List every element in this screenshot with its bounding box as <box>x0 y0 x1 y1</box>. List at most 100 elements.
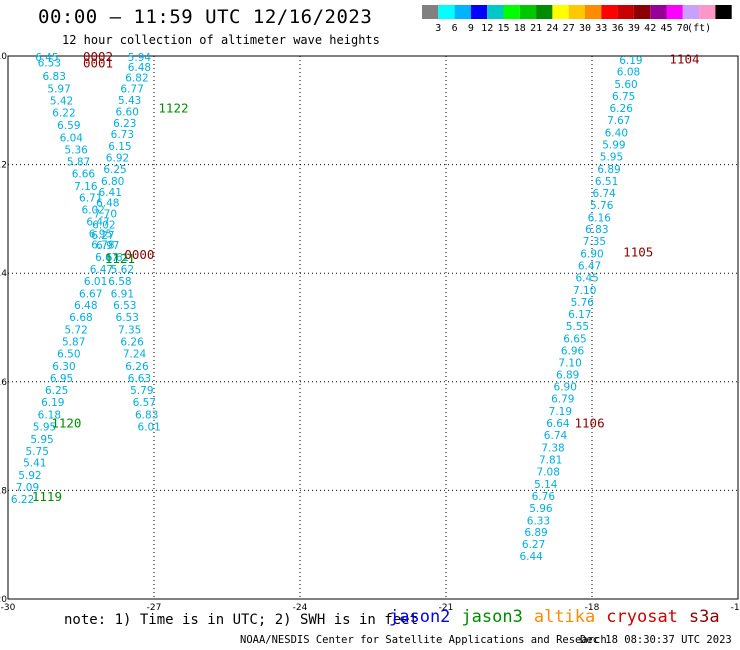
wave-height-value: 6.74 <box>544 430 568 442</box>
wave-height-value: 6.75 <box>612 91 635 103</box>
page-title: 00:00 — 11:59 UTC 12/16/2023 <box>38 6 373 28</box>
wave-height-value: 6.22 <box>11 494 34 506</box>
wave-height-value: 6.41 <box>99 187 122 199</box>
wave-height-value: 5.99 <box>602 140 625 152</box>
colorbar-label: 3 <box>435 23 441 34</box>
wave-height-value: 7.67 <box>607 115 630 127</box>
wave-height-value: 6.45 <box>35 52 58 64</box>
mission-cryosat: cryosat <box>606 607 678 627</box>
wave-height-value: 6.26 <box>125 361 149 373</box>
wave-height-value: 6.19 <box>619 55 642 67</box>
wave-height-value: 5.87 <box>62 337 85 349</box>
wave-height-value: 6.67 <box>95 252 118 264</box>
colorbar-label: 45 <box>660 23 672 34</box>
colorbar-label: 6 <box>452 23 458 34</box>
wave-height-value: 5.76 <box>571 297 595 309</box>
wave-height-value: 6.83 <box>43 71 66 83</box>
colorbar-swatch <box>585 5 602 19</box>
wave-height-value: 6.50 <box>57 349 80 361</box>
wave-height-value: 6.78 <box>91 239 114 251</box>
colorbar-swatch <box>699 5 716 19</box>
wave-height-value: 6.26 <box>120 337 144 349</box>
y-tick-label: -14 <box>0 269 7 279</box>
pass-time-label: 1120 <box>51 416 81 431</box>
mission-jason2: jason2 <box>389 607 451 627</box>
colorbar-label: 36 <box>612 23 624 34</box>
mission-legend: jason2 jason3 altika cryosat s3a <box>389 607 731 627</box>
wave-height-value: 7.81 <box>539 454 562 466</box>
wave-height-value: 6.74 <box>592 188 616 200</box>
wave-height-value: 6.68 <box>69 312 92 324</box>
wave-height-value: 6.67 <box>79 288 102 300</box>
x-tick-label: -30 <box>1 603 16 610</box>
colorbar-swatch <box>666 5 683 19</box>
wave-height-value: 6.64 <box>546 418 570 430</box>
wave-height-value: 6.25 <box>45 385 68 397</box>
wave-height-value: 6.26 <box>610 103 634 115</box>
colorbar-swatch <box>617 5 634 19</box>
wave-height-value: 6.97 <box>96 240 119 252</box>
wave-height-value: 6.95 <box>50 373 73 385</box>
colorbar-label: 27 <box>563 23 575 34</box>
wave-height-value: 7.38 <box>541 443 564 455</box>
wave-height-value: 6.57 <box>133 397 156 409</box>
wave-height-value: 6.76 <box>532 491 556 503</box>
y-tick-label: -10 <box>0 52 7 62</box>
wave-height-value: 6.53 <box>38 58 61 70</box>
wave-height-value: 6.90 <box>554 382 577 394</box>
colorbar-swatch <box>682 5 700 19</box>
pass-time-label: 1105 <box>623 244 653 259</box>
wave-height-value: 5.87 <box>67 156 90 168</box>
generated-timestamp: Dec 18 08:30:37 UTC 2023 <box>580 634 732 646</box>
wave-height-value: 5.95 <box>600 151 623 163</box>
wave-height-value: 6.48 <box>96 198 119 210</box>
y-tick-label: -12 <box>0 161 7 171</box>
plot-frame <box>7 55 739 600</box>
wave-height-value: 6.01 <box>84 276 107 288</box>
wave-height-value: 6.53 <box>116 312 139 324</box>
wave-height-value: 6.04 <box>60 132 84 144</box>
wave-height-value: 5.97 <box>47 84 70 96</box>
wave-height-value: 6.16 <box>588 212 612 224</box>
pass-time-label: 1119 <box>32 489 62 504</box>
colorbar-label: 39 <box>628 23 640 34</box>
wave-height-value: 6.92 <box>106 153 129 165</box>
pass-time-label: 0000 <box>124 247 154 262</box>
wave-height-value: 5.36 <box>64 144 88 156</box>
wave-height-value: 6.02 <box>81 205 104 217</box>
wave-height-value: 5.94 <box>128 52 152 64</box>
wave-height-value: 6.27 <box>91 230 114 242</box>
wave-height-value: 7.08 <box>537 466 560 478</box>
wave-height-value: 6.18 <box>38 409 61 421</box>
wave-height-value: 6.96 <box>561 345 585 357</box>
wave-height-value: 6.66 <box>72 168 96 180</box>
wave-height-value: 7.10 <box>573 285 596 297</box>
colorbar-swatch <box>536 5 553 19</box>
colorbar-swatch <box>454 5 471 19</box>
wave-height-value: 6.45 <box>575 273 598 285</box>
wave-height-value: 7.70 <box>94 208 117 220</box>
wave-height-value: 5.42 <box>50 96 73 108</box>
wave-height-value: 5.76 <box>590 200 614 212</box>
wave-height-value: 7.35 <box>583 236 606 248</box>
wave-height-value: 6.47 <box>86 217 109 229</box>
wave-height-value: 5.72 <box>64 325 87 337</box>
wave-height-value: 6.77 <box>120 84 143 96</box>
wave-height-value: 6.23 <box>113 118 136 130</box>
pass-time-label: 1104 <box>669 52 699 67</box>
wave-height-value: 6.61 <box>106 252 129 264</box>
wave-height-value: 6.40 <box>605 128 628 140</box>
wave-height-value: 6.83 <box>585 224 608 236</box>
x-tick-label: -27 <box>147 603 162 610</box>
pass-time-label: 1106 <box>575 416 605 431</box>
wave-height-value: 6.17 <box>568 309 591 321</box>
wave-height-value: 6.60 <box>116 106 139 118</box>
wave-height-value: 6.90 <box>580 249 603 261</box>
wave-height-value: 6.79 <box>551 394 574 406</box>
wave-height-value: 6.95 <box>89 229 112 241</box>
colorbar-swatch <box>568 5 585 19</box>
wave-height-value: 7.09 <box>16 482 39 494</box>
wave-height-value: 6.47 <box>90 264 113 276</box>
wave-height-map: -30 -27 -24 -21 -18 -15 -10 -12 -14 -16 -18 -20 6.45… <box>0 49 740 610</box>
wave-height-value: 6.44 <box>519 551 543 563</box>
